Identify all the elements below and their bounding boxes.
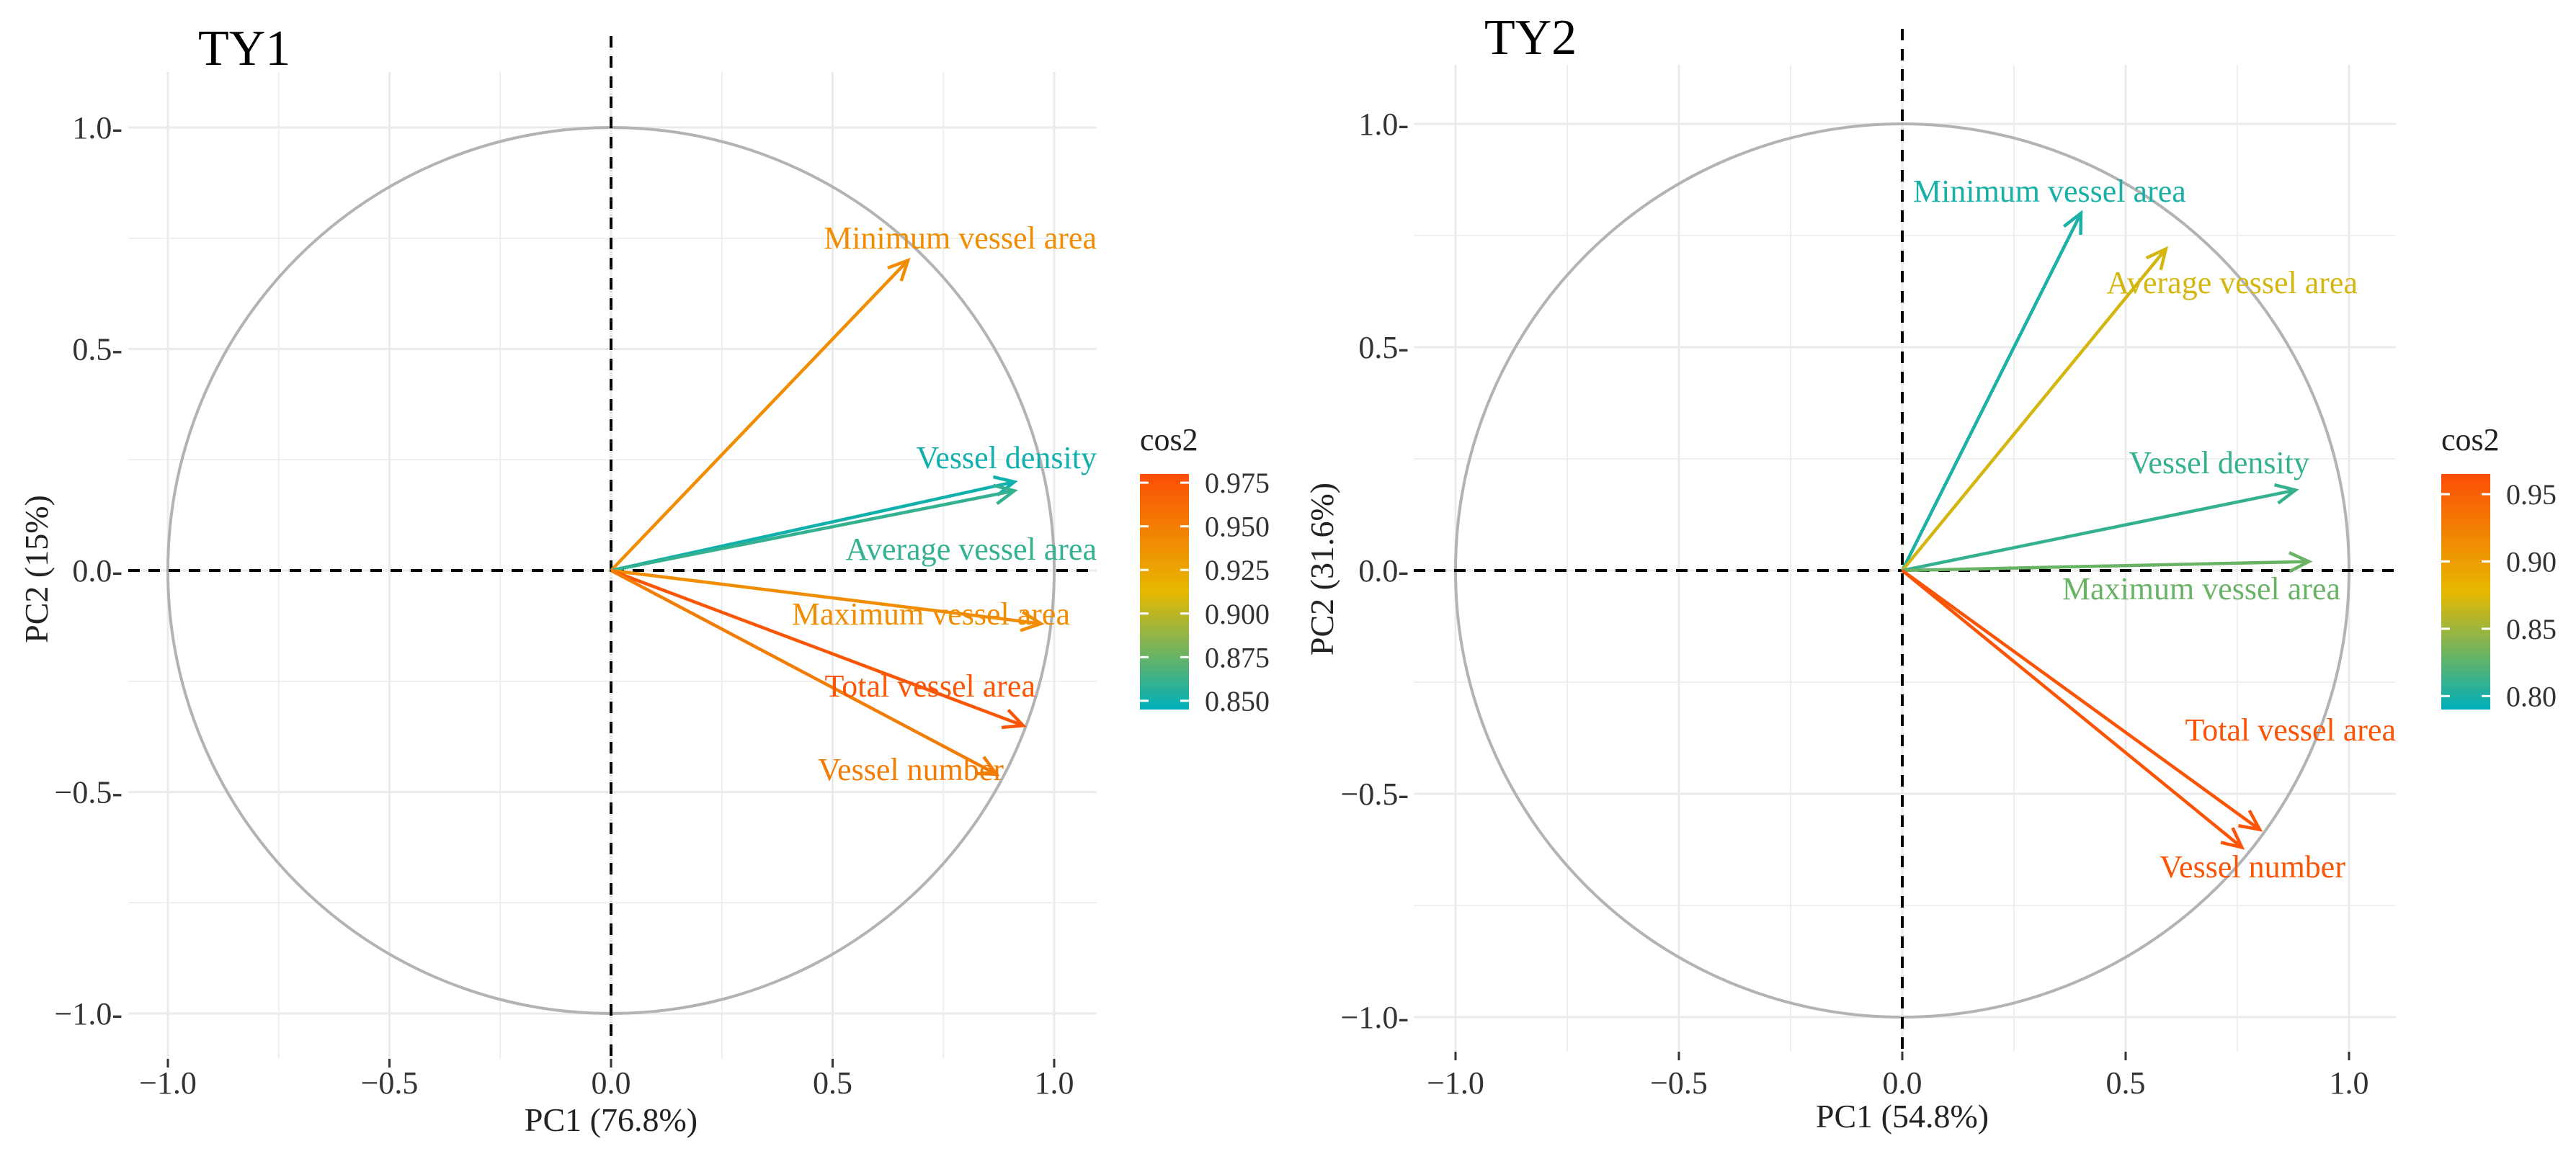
arrowhead-vessel-number: [2220, 827, 2245, 850]
y-tick-label: −1.0-: [1341, 1000, 1409, 1035]
variable-label-minimum-vessel-area: Minimum vessel area: [824, 220, 1097, 256]
x-tick-label: 0.0: [592, 1065, 631, 1101]
legend-colorbar: [1140, 474, 1189, 710]
legend-tick-label: 0.850: [1205, 685, 1270, 717]
panel-ty1: Minimum vessel area Vessel density Average…: [18, 21, 1270, 1138]
chart-title-ty1: TY1: [198, 21, 290, 76]
arrow-vessel-density: [1902, 488, 2296, 573]
y-tick-label: 0.0-: [1358, 553, 1409, 589]
y-tick-label: 0.5-: [72, 332, 122, 367]
legend-tick-label: 0.95: [2506, 478, 2557, 511]
arrow-minimum-vessel-area: [610, 259, 909, 572]
arrow-maximum-vessel-area: [1902, 560, 2309, 573]
variable-label-maximum-vessel-area: Maximum vessel area: [792, 596, 1070, 632]
ticks-layer-ty1: −1.0 −0.5 0.0 0.5 1.0 1.0- 0.5- 0.0- −0.5- −1.0-: [55, 110, 1074, 1101]
arrow-vessel-number: [610, 569, 998, 776]
labels-layer-ty2: Minimum vessel area Average vessel area Ve…: [1913, 174, 2396, 885]
arrowhead-vessel-density: [992, 475, 1018, 497]
x-tick-label: 0.5: [813, 1065, 852, 1101]
variable-label-average-vessel-area: Average vessel area: [845, 532, 1097, 567]
labels-layer-ty1: Minimum vessel area Vessel density Average…: [792, 220, 1097, 787]
arrowhead-maximum-vessel-area: [1020, 610, 1045, 632]
ticks-layer-ty2: −1.0 −0.5 0.0 0.5 1.0 1.0- 0.5- 0.0- −0.5- −1.0-: [1341, 107, 2369, 1101]
arrow-average-vessel-area: [1901, 248, 2167, 572]
legend-tick-label: 0.875: [1205, 641, 1270, 674]
variable-label-maximum-vessel-area: Maximum vessel area: [2062, 571, 2340, 607]
arrowhead-minimum-vessel-area: [2062, 210, 2083, 236]
y-tick-label: 0.0-: [72, 553, 122, 589]
arrow-average-vessel-area: [610, 489, 1015, 573]
variable-label-vessel-number: Vessel number: [2160, 849, 2345, 885]
variable-label-vessel-density: Vessel density: [916, 440, 1097, 475]
arrow-total-vessel-area: [610, 568, 1024, 728]
legend-tick-label: 0.950: [1205, 511, 1270, 543]
grid-ty2: [1414, 65, 2396, 1052]
axes-layer-ty2: [1414, 29, 2396, 1052]
x-tick-label: −0.5: [361, 1065, 419, 1101]
y-tick-label: 0.5-: [1358, 330, 1409, 365]
legend-tick-label: 0.80: [2506, 680, 2557, 712]
y-tick-label: −0.5-: [1341, 777, 1409, 812]
x-tick-label: 1.0: [1035, 1065, 1074, 1101]
arrows-layer-ty2: [1900, 210, 2313, 850]
x-tick-label: 0.5: [2106, 1065, 2146, 1101]
y-tick-label: −1.0-: [55, 996, 122, 1032]
variable-label-total-vessel-area: Total vessel area: [2185, 712, 2396, 748]
legend-tick-label: 0.900: [1205, 598, 1270, 630]
legend-tick-label: 0.85: [2506, 613, 2557, 645]
arrows-layer-ty1: [610, 257, 1045, 777]
variable-label-average-vessel-area: Average vessel area: [2106, 265, 2358, 300]
x-tick-label: −0.5: [1650, 1065, 1708, 1101]
legend-title: cos2: [2441, 422, 2500, 457]
x-tick-label: 1.0: [2330, 1065, 2369, 1101]
variable-label-vessel-number: Vessel number: [818, 752, 1004, 787]
legend-tick-label: 0.90: [2506, 545, 2557, 578]
legend-tick-label: 0.975: [1205, 467, 1270, 499]
variable-label-minimum-vessel-area: Minimum vessel area: [1913, 174, 2186, 209]
x-tick-label: −1.0: [1427, 1065, 1484, 1101]
y-tick-label: −0.5-: [55, 775, 122, 810]
chart-title-ty2: TY2: [1484, 10, 1577, 66]
x-tick-label: −1.0: [139, 1065, 197, 1101]
arrowhead-average-vessel-area: [993, 483, 1018, 506]
x-axis-label-ty2: PC1 (54.8%): [1816, 1098, 1989, 1135]
arrowhead-total-vessel-area: [1001, 708, 1027, 730]
y-axis-label-ty2: PC2 (31.6%): [1303, 483, 1340, 655]
y-tick-label: 1.0-: [72, 110, 122, 146]
legend-colorbar: [2441, 474, 2490, 710]
arrowhead-vessel-density: [2273, 483, 2299, 505]
y-tick-label: 1.0-: [1358, 107, 1409, 142]
arrowhead-vessel-number: [974, 756, 1000, 777]
legend-tick-label: 0.925: [1205, 554, 1270, 586]
arrowhead-minimum-vessel-area: [887, 257, 911, 282]
x-axis-label-ty1: PC1 (76.8%): [525, 1101, 698, 1138]
x-tick-label: 0.0: [1883, 1065, 1922, 1101]
arrowhead-maximum-vessel-area: [2288, 551, 2313, 573]
legend-title: cos2: [1140, 422, 1198, 457]
variable-label-total-vessel-area: Total vessel area: [824, 668, 1035, 704]
arrowhead-average-vessel-area: [2145, 246, 2169, 271]
panel-ty2: Minimum vessel area Average vessel area Ve…: [1303, 10, 2557, 1135]
arrow-vessel-number: [1901, 569, 2243, 849]
arrow-total-vessel-area: [1901, 569, 2261, 831]
arrow-maximum-vessel-area: [610, 568, 1041, 626]
arrow-minimum-vessel-area: [1900, 212, 2083, 572]
arrowhead-total-vessel-area: [2238, 810, 2263, 832]
y-axis-label-ty1: PC2 (15%): [18, 495, 55, 643]
variable-label-vessel-density: Vessel density: [2129, 445, 2309, 480]
